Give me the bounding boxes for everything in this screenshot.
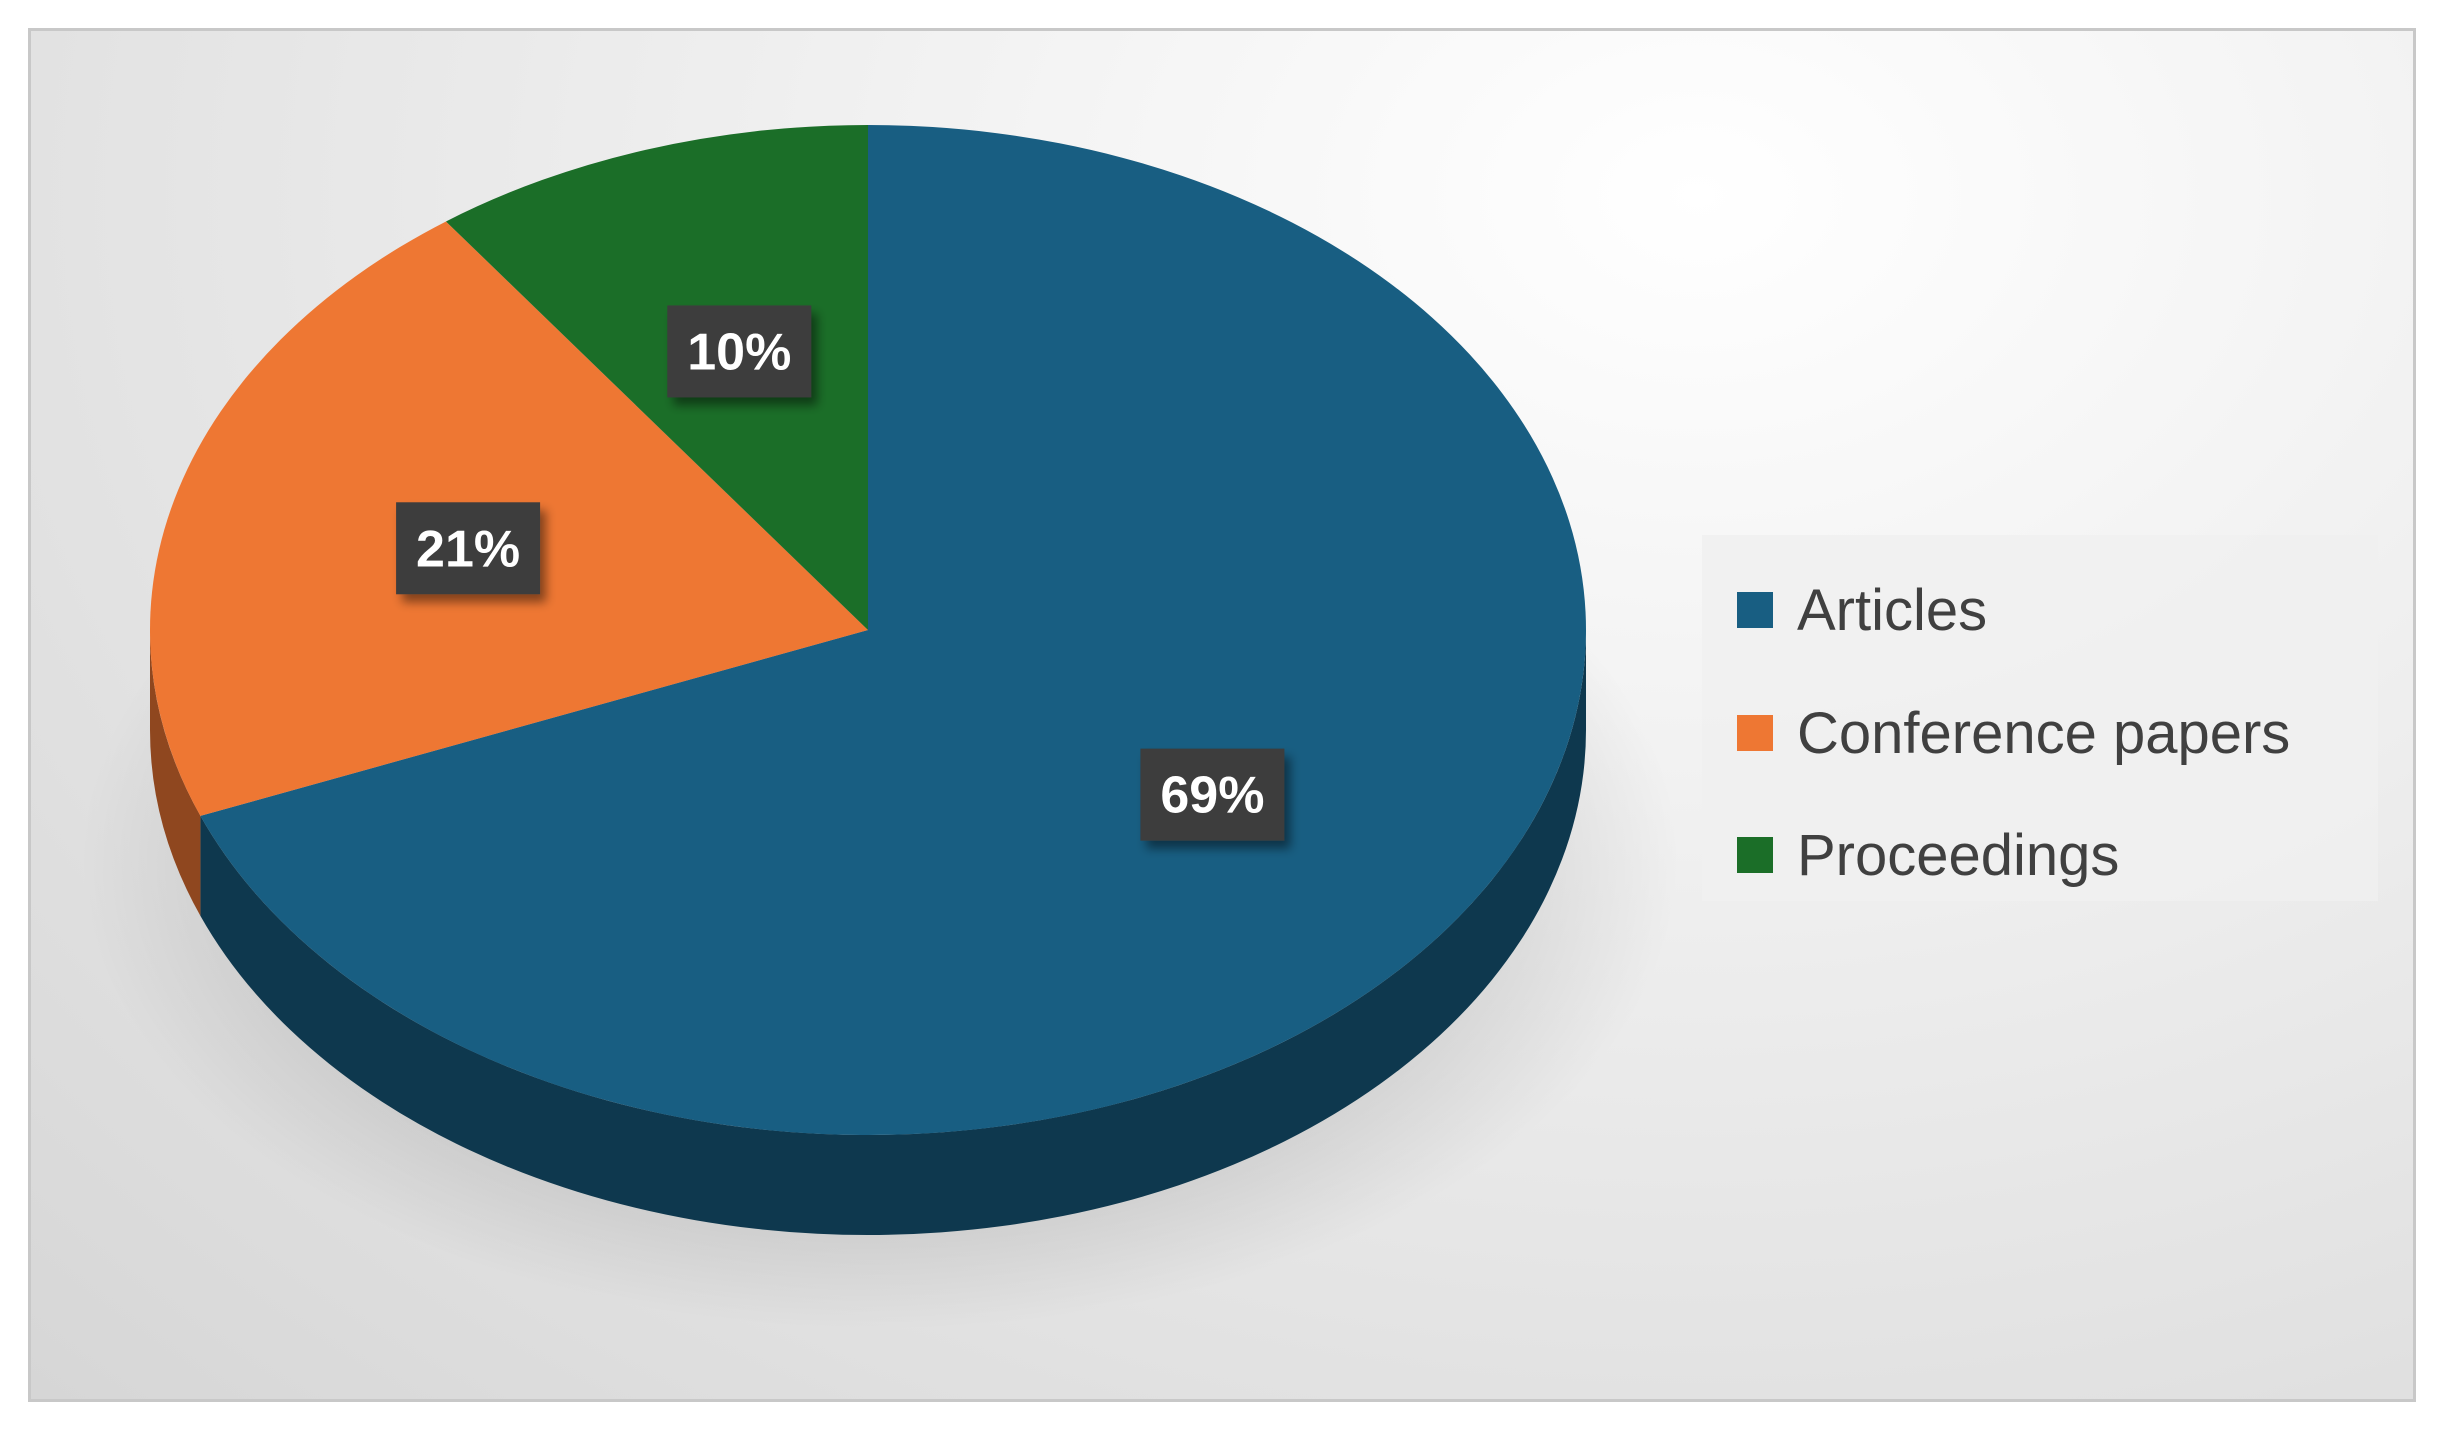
pie-slice-articles: [200, 125, 1586, 1135]
data-label-text: 10%: [687, 323, 791, 381]
pie-side-articles: [200, 630, 1586, 1235]
data-label-proceedings: 10%: [667, 305, 812, 398]
data-label-box: [396, 502, 541, 595]
legend-swatch-proceedings: [1737, 837, 1773, 873]
legend: Articles Conference papers Proceedings: [1702, 535, 2378, 901]
data-label-box: [667, 305, 812, 398]
legend-item-conference-papers: Conference papers: [1737, 693, 2290, 773]
legend-label-conference-papers: Conference papers: [1797, 700, 2291, 766]
data-label-articles: 69%: [1140, 748, 1285, 841]
data-label-text: 21%: [416, 520, 520, 578]
pie-labels: 69% 21% 10%: [396, 305, 1285, 841]
pie-side-conference-papers: [150, 630, 201, 916]
legend-label-articles: Articles: [1797, 577, 1988, 643]
data-label-text: 69%: [1160, 767, 1264, 825]
pie-slices: [149, 125, 1586, 1135]
legend-swatch-articles: [1737, 592, 1773, 628]
data-label-conference-papers: 21%: [396, 502, 541, 595]
legend-item-proceedings: Proceedings: [1737, 815, 2119, 895]
legend-item-articles: Articles: [1737, 570, 1987, 650]
legend-label-proceedings: Proceedings: [1797, 822, 2120, 888]
data-label-box: [1140, 748, 1285, 841]
pie-sides: [150, 630, 1586, 1235]
pie-slice-proceedings: [445, 125, 868, 630]
legend-swatch-conference-papers: [1737, 715, 1773, 751]
